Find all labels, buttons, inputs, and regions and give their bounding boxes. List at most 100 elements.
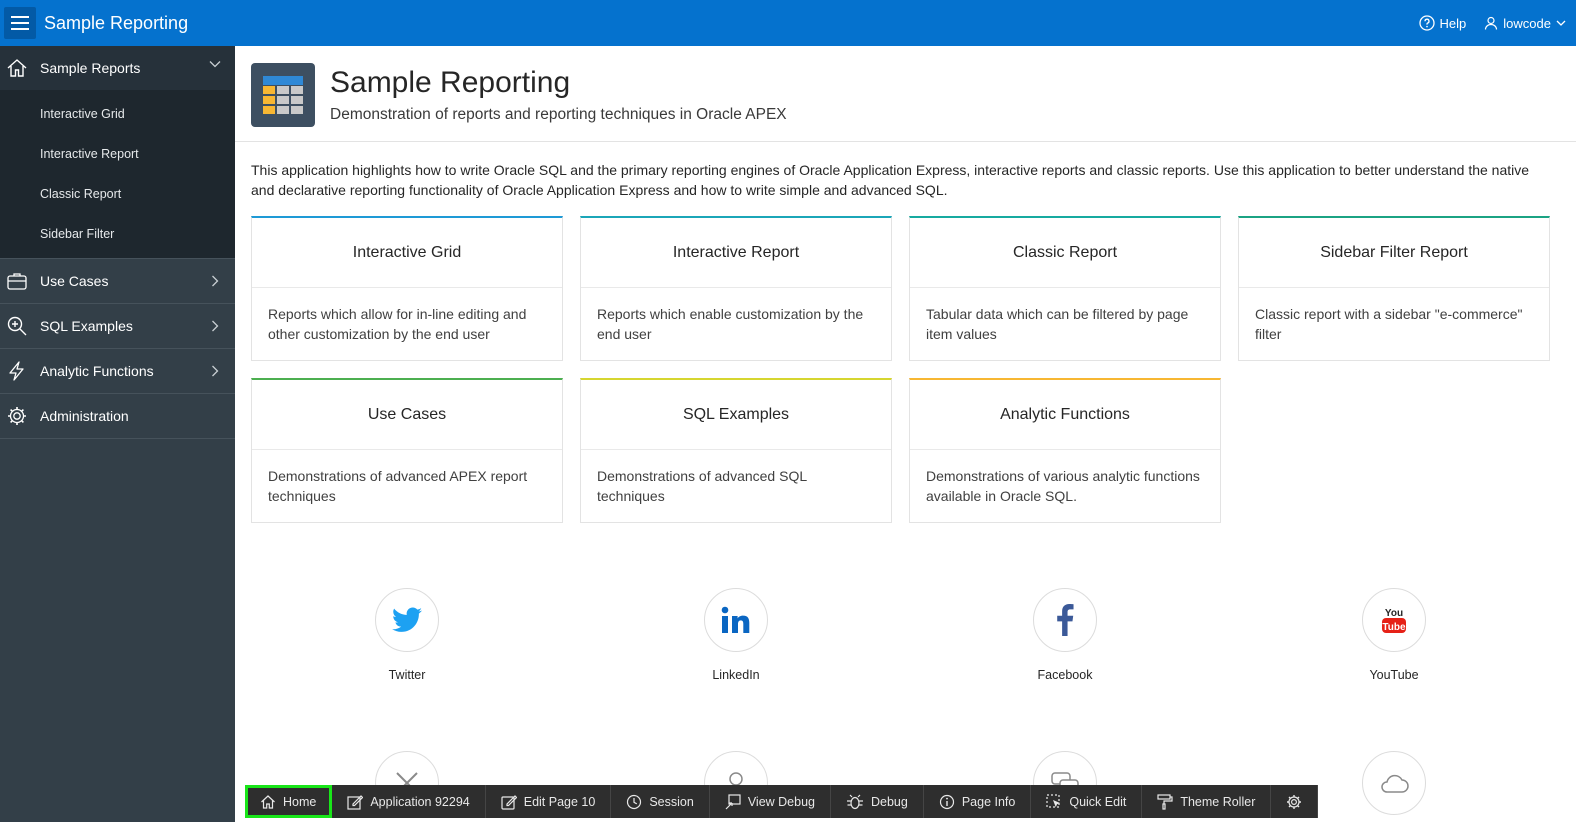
devbar-theme-roller-label: Theme Roller (1180, 794, 1256, 809)
home-icon (261, 794, 275, 809)
sidebar-item-interactive-grid[interactable]: Interactive Grid (40, 107, 125, 121)
hero-region: Sample Reporting Demonstration of report… (235, 46, 1576, 142)
devbar-application-button[interactable]: Application 92294 (332, 785, 486, 818)
view-debug-icon (725, 793, 741, 809)
youtube-icon: You Tube (1362, 588, 1426, 652)
card-description: Demonstrations of advanced APEX report t… (268, 468, 528, 504)
clock-icon (627, 794, 642, 809)
bug-icon (847, 794, 863, 809)
sidebar-item-administration[interactable]: Administration (0, 394, 235, 439)
intro-text: This application highlights how to write… (251, 162, 1530, 198)
devbar-debug-button[interactable]: Debug (831, 785, 924, 818)
chevron-down-icon (1556, 20, 1566, 26)
devbar-page-info-label: Page Info (961, 794, 1016, 809)
devbar-settings-button[interactable] (1271, 785, 1319, 818)
home-icon (7, 59, 27, 77)
user-menu[interactable]: lowcode (1484, 16, 1566, 31)
devbar-theme-roller-button[interactable]: Theme Roller (1142, 785, 1272, 818)
youtube-link[interactable]: You Tube YouTube (1334, 588, 1454, 682)
quick-edit-icon (1046, 793, 1061, 808)
devbar-session-button[interactable]: Session (611, 785, 710, 818)
sidebar-item-analytic-functions[interactable]: Analytic Functions (0, 349, 235, 394)
devbar-edit-page-button[interactable]: Edit Page 10 (486, 785, 612, 818)
devbar-debug-label: Debug (871, 794, 908, 809)
sidebar-item-interactive-report[interactable]: Interactive Report (40, 147, 139, 161)
hamburger-menu-button[interactable] (4, 7, 36, 39)
social-label: Facebook (1037, 668, 1093, 682)
sidebar-item-sample-reports[interactable]: Sample Reports (0, 46, 235, 90)
briefcase-icon (7, 273, 27, 290)
main-content: Sample Reporting Demonstration of report… (235, 46, 1576, 822)
card-title: Classic Report (910, 218, 1220, 288)
sidebar-item-label: SQL Examples (40, 318, 133, 334)
devbar-application-label: Application 92294 (370, 794, 470, 809)
social-label: YouTube (1369, 668, 1419, 682)
gear-icon (8, 407, 26, 425)
social-label: Twitter (388, 668, 426, 682)
sidebar-item-label: Analytic Functions (40, 363, 154, 379)
twitter-link[interactable]: Twitter (347, 588, 467, 682)
facebook-link[interactable]: Facebook (1005, 588, 1125, 682)
chevron-right-icon (212, 275, 219, 287)
devbar-session-label: Session (649, 794, 694, 809)
gear-icon (1287, 794, 1302, 809)
sidebar-item-label: Sample Reports (40, 60, 141, 76)
card-description: Demonstrations of advanced SQL technique… (597, 468, 807, 504)
card-sql-examples[interactable]: SQL Examples Demonstrations of advanced … (580, 378, 892, 523)
devbar-home-button[interactable]: Home (245, 785, 333, 818)
devbar-view-debug-button[interactable]: View Debug (710, 785, 831, 818)
twitter-icon (375, 588, 439, 652)
table-icon (251, 63, 315, 127)
edit-app-icon (347, 794, 364, 810)
card-title: Analytic Functions (910, 380, 1220, 450)
sidebar-item-label: Administration (40, 408, 129, 424)
card-description: Reports which enable customization by th… (597, 306, 864, 342)
card-analytic-functions[interactable]: Analytic Functions Demonstrations of var… (909, 378, 1221, 523)
sidebar-item-classic-report[interactable]: Classic Report (40, 187, 122, 201)
sidebar-nav: Sample Reports Interactive Grid Interact… (0, 46, 235, 822)
linkedin-link[interactable]: LinkedIn (676, 588, 796, 682)
sidebar-item-sql-examples[interactable]: SQL Examples (0, 304, 235, 349)
user-label: lowcode (1503, 15, 1551, 31)
sample-reports-submenu: Interactive Grid Interactive Report Clas… (0, 90, 235, 259)
top-header: Sample Reporting Help lowcode (0, 0, 1576, 46)
developer-toolbar: Home Application 92294 Edit Page 10 Sess… (245, 785, 1319, 818)
sidebar-item-use-cases[interactable]: Use Cases (0, 259, 235, 304)
paint-roller-icon (1157, 793, 1173, 810)
card-title: Sidebar Filter Report (1239, 218, 1549, 288)
linkedin-icon (704, 588, 768, 652)
svg-text:You: You (1385, 608, 1403, 619)
svg-text:Tube: Tube (1382, 622, 1406, 633)
card-description: Reports which allow for in-line editing … (268, 306, 527, 342)
devbar-page-info-button[interactable]: Page Info (924, 785, 1032, 818)
help-link[interactable]: Help (1418, 15, 1466, 31)
card-interactive-grid[interactable]: Interactive Grid Reports which allow for… (251, 216, 563, 361)
card-description: Tabular data which can be filtered by pa… (926, 306, 1189, 342)
card-description: Demonstrations of various analytic funct… (926, 468, 1200, 504)
devbar-quick-edit-button[interactable]: Quick Edit (1031, 785, 1143, 818)
app-title[interactable]: Sample Reporting (44, 12, 189, 33)
devbar-home-label: Home (283, 794, 317, 809)
social-link-cloud[interactable] (1334, 751, 1454, 815)
sidebar-item-label: Use Cases (40, 273, 109, 289)
card-description: Classic report with a sidebar "e-commerc… (1255, 306, 1523, 342)
devbar-view-debug-label: View Debug (747, 794, 815, 809)
facebook-icon (1033, 588, 1097, 652)
hamburger-icon (11, 16, 29, 30)
chevron-down-icon (209, 61, 221, 68)
page-subtitle: Demonstration of reports and reporting t… (330, 106, 787, 123)
card-classic-report[interactable]: Classic Report Tabular data which can be… (909, 216, 1221, 361)
help-icon (1418, 15, 1435, 31)
user-icon (1485, 16, 1498, 30)
page-title: Sample Reporting (330, 66, 571, 99)
info-icon (939, 794, 954, 809)
sidebar-item-sidebar-filter[interactable]: Sidebar Filter (40, 227, 115, 241)
card-use-cases[interactable]: Use Cases Demonstrations of advanced APE… (251, 378, 563, 523)
search-icon (7, 316, 27, 336)
social-label: LinkedIn (712, 668, 760, 682)
card-title: SQL Examples (581, 380, 891, 450)
card-interactive-report[interactable]: Interactive Report Reports which enable … (580, 216, 892, 361)
card-sidebar-filter-report[interactable]: Sidebar Filter Report Classic report wit… (1238, 216, 1550, 361)
devbar-quick-edit-label: Quick Edit (1069, 794, 1127, 809)
chevron-right-icon (212, 365, 219, 377)
